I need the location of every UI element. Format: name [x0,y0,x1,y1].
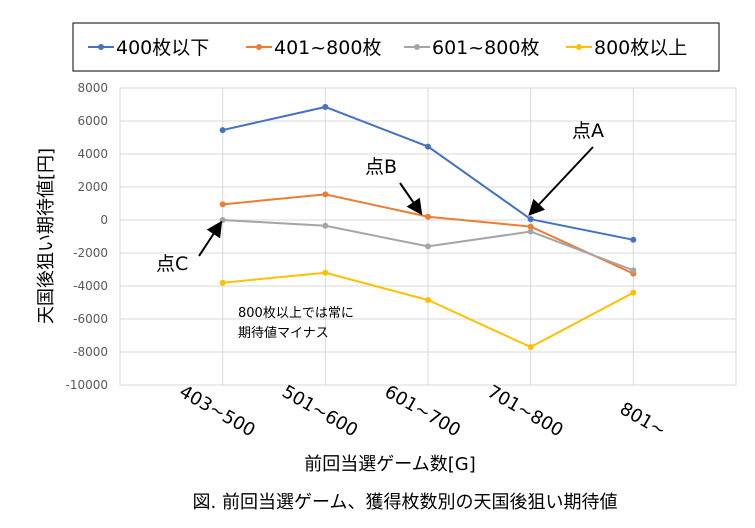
annotation-point-c: 点C [156,253,188,275]
data-point [630,236,637,243]
figure-caption: 図. 前回当選ゲーム、獲得枚数別の天国後狙い期待値 [193,492,618,513]
data-point [425,213,431,220]
legend-marker [576,44,582,50]
data-point [219,217,226,223]
data-point [527,344,534,351]
legend-label: 601~800枚 [432,37,539,59]
series-lines [219,103,637,351]
y-tick-label: 0 [100,213,108,227]
y-tick-label: -6000 [73,312,108,326]
data-point [527,216,534,223]
x-axis-ticks: 403~500 501~600 601~700 701~800 801~ [176,381,670,441]
grid [119,87,737,386]
legend-marker [414,44,420,50]
y-tick-label: -10000 [65,378,108,392]
data-point [322,269,329,276]
y-tick-label: 4000 [77,147,108,161]
data-point [425,243,431,250]
data-point [219,279,226,286]
annotation-note-line1: 800枚以上では常に [238,306,354,321]
x-tick-label: 501~600 [278,381,361,441]
data-point [219,201,226,208]
arrow-point-b [399,182,423,216]
x-axis-label: 前回当選ゲーム数[G] [304,454,475,475]
data-point [630,267,637,274]
x-tick-label: 601~700 [381,381,464,441]
legend-label: 400枚以下 [116,37,209,59]
arrow-point-c [198,220,223,257]
legend-label: 401~800枚 [274,37,381,59]
data-point [322,222,329,229]
y-tick-label: 2000 [77,180,108,194]
y-tick-label: -2000 [73,246,108,260]
annotation-point-a: 点A [572,120,604,142]
legend-marker [98,44,104,50]
y-tick-label: -8000 [73,345,108,359]
data-point [425,143,431,150]
data-point [322,103,329,110]
annotations: 点A 点B 点C 800枚以上では常に 期待値マイナス [156,120,604,341]
data-point [630,289,637,296]
data-point [527,228,534,235]
x-tick-label: 801~ [616,398,669,441]
data-point [322,191,329,198]
y-tick-label: 6000 [77,114,108,128]
y-axis-label: 天国後狙い期待値[円] [36,148,57,324]
arrow-point-a [528,146,594,216]
annotation-note-line2: 期待値マイナス [238,325,329,341]
annotation-point-b: 点B [365,156,397,178]
legend-label: 800枚以上 [594,37,687,59]
x-tick-label: 701~800 [484,381,567,441]
data-point [527,223,534,230]
data-point [219,127,226,134]
x-tick-label: 403~500 [176,381,259,441]
data-point [425,297,431,304]
y-tick-label: -4000 [73,279,108,293]
legend: 400枚以下 401~800枚 601~800枚 800枚以上 [72,22,720,72]
y-tick-label: 8000 [77,81,108,95]
legend-marker [256,44,262,50]
y-axis-ticks: 8000 6000 4000 2000 0 -2000 -4000 -6000 -8000 -10… [65,81,108,392]
